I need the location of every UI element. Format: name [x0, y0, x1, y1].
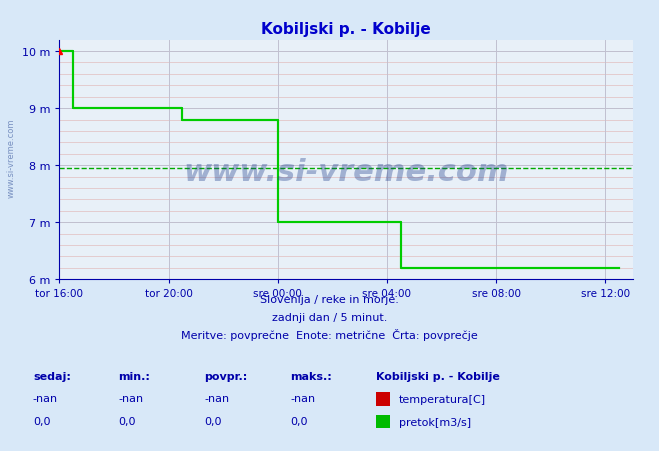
- Text: temperatura[C]: temperatura[C]: [399, 394, 486, 404]
- Text: Kobiljski p. - Kobilje: Kobiljski p. - Kobilje: [376, 371, 500, 381]
- Text: www.si-vreme.com: www.si-vreme.com: [7, 118, 16, 198]
- Text: -nan: -nan: [290, 393, 315, 403]
- Text: 0,0: 0,0: [33, 416, 51, 426]
- Text: -nan: -nan: [119, 393, 144, 403]
- Text: 0,0: 0,0: [119, 416, 136, 426]
- Text: povpr.:: povpr.:: [204, 371, 248, 381]
- Title: Kobiljski p. - Kobilje: Kobiljski p. - Kobilje: [261, 22, 431, 37]
- Text: 0,0: 0,0: [290, 416, 308, 426]
- Text: 0,0: 0,0: [204, 416, 222, 426]
- Text: www.si-vreme.com: www.si-vreme.com: [183, 157, 509, 187]
- Text: zadnji dan / 5 minut.: zadnji dan / 5 minut.: [272, 312, 387, 322]
- Text: Slovenija / reke in morje.: Slovenija / reke in morje.: [260, 294, 399, 304]
- Text: maks.:: maks.:: [290, 371, 331, 381]
- Text: -nan: -nan: [33, 393, 58, 403]
- Text: sedaj:: sedaj:: [33, 371, 71, 381]
- Text: pretok[m3/s]: pretok[m3/s]: [399, 417, 471, 427]
- Text: -nan: -nan: [204, 393, 229, 403]
- Text: Meritve: povprečne  Enote: metrične  Črta: povprečje: Meritve: povprečne Enote: metrične Črta:…: [181, 328, 478, 340]
- Text: min.:: min.:: [119, 371, 150, 381]
